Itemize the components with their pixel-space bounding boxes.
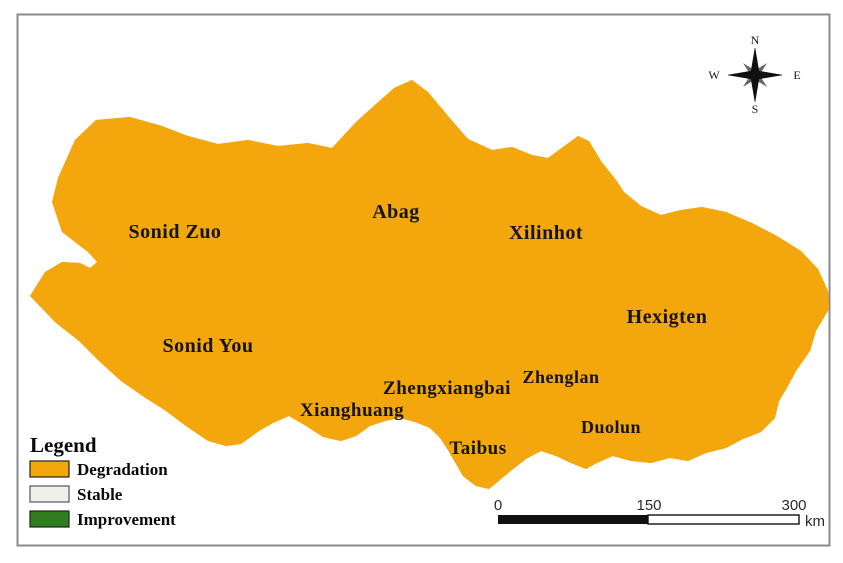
legend-label-stable: Stable [77,485,123,504]
scale-bar: 0 150 300 km [494,497,825,530]
scale-bar-empty-half [647,514,800,525]
scale-bar-filled-half [498,515,648,524]
legend-swatch-degradation [29,460,70,478]
region-label-hexigten: Hexigten [627,306,708,328]
study-area-outline [29,79,830,490]
legend-item-degradation: Degradation [29,460,168,479]
legend: Legend Degradation Stable Improvement [29,433,176,529]
legend-label-degradation: Degradation [77,460,168,479]
region-label-xianghuang: Xianghuang [300,400,404,421]
compass-e-label: E [793,68,800,82]
region-label-zhengxiangbai: Zhengxiangbai [383,378,511,399]
region-label-zhenglan: Zhenglan [522,367,599,387]
legend-item-improvement: Improvement [29,510,176,529]
region-label-abag: Abag [372,201,420,223]
region-label-duolun: Duolun [581,417,641,437]
legend-label-improvement: Improvement [77,510,176,529]
compass-s-label: S [752,102,759,116]
region-label-sonid-zuo: Sonid Zuo [129,221,222,243]
legend-title: Legend [30,433,97,457]
region-label-xilinhot: Xilinhot [509,222,583,244]
region-label-taibus: Taibus [449,438,506,459]
scale-unit-label: km [805,513,825,530]
compass-rose: N S W E [708,33,800,116]
compass-n-label: N [751,33,760,47]
legend-swatch-stable [29,485,70,503]
scale-tick-300: 300 [781,497,806,514]
scale-tick-0: 0 [494,497,502,514]
figure-frame [16,13,831,547]
legend-swatch-improvement [29,510,70,528]
compass-main-star [727,47,783,103]
legend-item-stable: Stable [29,485,123,504]
compass-w-label: W [708,68,720,82]
scale-tick-150: 150 [636,497,661,514]
region-label-sonid-you: Sonid You [162,335,253,357]
